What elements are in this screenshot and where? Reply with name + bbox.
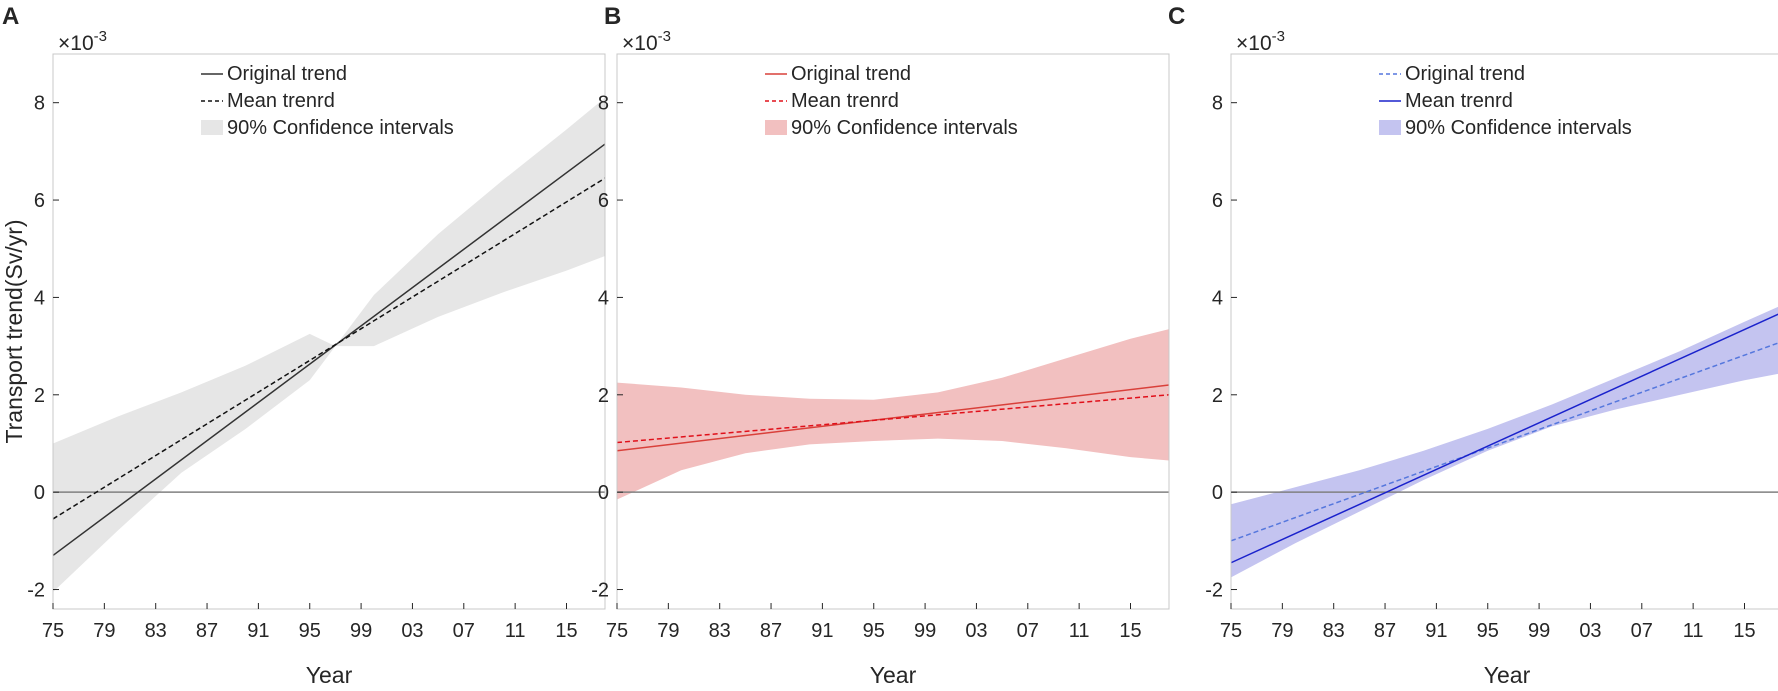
axis-exponent-power: -3 <box>94 28 107 45</box>
y-tick-label: 4 <box>34 287 45 309</box>
mean-trend-line <box>616 394 1170 444</box>
y-tick-label: 6 <box>1212 190 1223 212</box>
x-tick-label: 07 <box>453 620 475 642</box>
x-tick-label: 75 <box>42 620 64 642</box>
x-tick-label: 79 <box>657 620 679 642</box>
x-tick-label: 87 <box>760 620 782 642</box>
y-tick-label: 0 <box>1212 482 1223 504</box>
original-trend-line <box>1230 342 1778 542</box>
y-axis-label: Transport trend(Sv/yr) <box>1 219 27 443</box>
legend-ci-label: 90% Confidence intervals <box>1405 117 1632 139</box>
y-tick-label: 4 <box>598 287 609 309</box>
x-tick-label: 79 <box>1271 620 1293 642</box>
original-trend-line <box>616 384 1170 452</box>
confidence-band <box>1231 306 1778 578</box>
y-tick-label: 2 <box>1212 385 1223 407</box>
mean-trend-line <box>52 177 606 520</box>
x-tick-label: 03 <box>1579 620 1601 642</box>
x-tick-label: 91 <box>247 620 269 642</box>
original-trend-line <box>52 143 606 557</box>
confidence-band <box>53 97 605 593</box>
y-tick-label: 8 <box>1212 93 1223 115</box>
panel-c: C ×10-3 75 79 83 87 91 95 99 03 07 11 15 -2 0 2 4 6 8 Year O… <box>1168 3 1778 688</box>
x-tick-label: 95 <box>1477 620 1499 642</box>
x-tick-label: 75 <box>606 620 628 642</box>
x-tick-label: 87 <box>1374 620 1396 642</box>
x-tick-label: 15 <box>1733 620 1755 642</box>
x-tick-label: 75 <box>1220 620 1242 642</box>
y-tick-label: 0 <box>34 482 45 504</box>
axis-exponent: ×10-3 <box>622 28 671 55</box>
x-tick-label: 91 <box>811 620 833 642</box>
legend-ci-swatch <box>1379 120 1401 135</box>
y-tick-label: -2 <box>1205 580 1223 602</box>
x-tick-label: 07 <box>1017 620 1039 642</box>
x-tick-label: 95 <box>299 620 321 642</box>
x-axis-label: Year <box>870 662 917 688</box>
x-tick-label: 99 <box>1528 620 1550 642</box>
legend: Original trend Mean trenrd 90% Confidence … <box>765 63 1018 139</box>
axis-exponent-power: -3 <box>1272 28 1285 45</box>
axes-box <box>1230 53 1778 610</box>
legend-ci-label: 90% Confidence intervals <box>791 117 1018 139</box>
x-tick-label: 07 <box>1631 620 1653 642</box>
panel-a: A ×10-3 75 79 83 87 91 95 99 03 07 11 15 -2 0 2 4 6 8 Year T… <box>1 3 606 688</box>
y-tick-label: -2 <box>591 580 609 602</box>
y-tick-label: 6 <box>598 190 609 212</box>
legend-ci-swatch <box>201 120 223 135</box>
x-tick-label: 99 <box>914 620 936 642</box>
x-tick-label: 83 <box>145 620 167 642</box>
y-tick-label: 6 <box>34 190 45 212</box>
legend-original-label: Original trend <box>791 63 911 85</box>
panel-b: B×10-3 75 79 83 87 91 95 99 03 07 11 15 -2 0 2 4 6 8 Year O… <box>591 3 1170 688</box>
x-tick-label: 15 <box>1119 620 1141 642</box>
x-tick-label: 99 <box>350 620 372 642</box>
legend-original-label: Original trend <box>227 63 347 85</box>
legend-ci-swatch <box>765 120 787 135</box>
x-tick-label: 03 <box>401 620 423 642</box>
legend-mean-label: Mean trenrd <box>1405 90 1513 112</box>
x-tick-label: 03 <box>965 620 987 642</box>
confidence-band <box>617 329 1169 500</box>
panel-letter: C <box>1168 3 1185 30</box>
y-tick-label: 4 <box>1212 287 1223 309</box>
y-tick-label: 8 <box>34 93 45 115</box>
legend-mean-label: Mean trenrd <box>227 90 335 112</box>
x-tick-label: 83 <box>1323 620 1345 642</box>
x-tick-label: 15 <box>555 620 577 642</box>
y-tick-label: -2 <box>27 580 45 602</box>
x-tick-label: 11 <box>1683 620 1704 642</box>
legend: Original trend Mean trenrd 90% Confidence … <box>1379 63 1632 139</box>
y-tick-label: 2 <box>598 385 609 407</box>
x-tick-label: 79 <box>93 620 115 642</box>
legend-ci-label: 90% Confidence intervals <box>227 117 454 139</box>
axes-box <box>52 53 606 610</box>
x-tick-label: 11 <box>505 620 526 642</box>
axis-exponent: ×10-3 <box>1236 28 1285 55</box>
axis-exponent-power: -3 <box>658 28 671 45</box>
mean-trend-line <box>1230 313 1778 564</box>
y-tick-label: 0 <box>598 482 609 504</box>
x-tick-label: 95 <box>863 620 885 642</box>
y-tick-label: 8 <box>598 93 609 115</box>
x-tick-label: 83 <box>709 620 731 642</box>
x-axis-label: Year <box>1484 662 1531 688</box>
panel-letter: B <box>604 3 621 30</box>
legend: Original trend Mean trenrd 90% Confidence … <box>201 63 454 139</box>
x-tick-label: 11 <box>1069 620 1090 642</box>
x-tick-label: 91 <box>1425 620 1447 642</box>
axis-exponent: ×10-3 <box>58 28 107 55</box>
y-tick-label: 2 <box>34 385 45 407</box>
axes-box <box>616 53 1170 610</box>
x-axis-label: Year <box>306 662 353 688</box>
x-tick-label: 87 <box>196 620 218 642</box>
legend-original-label: Original trend <box>1405 63 1525 85</box>
panel-letter: A <box>2 3 19 30</box>
legend-mean-label: Mean trenrd <box>791 90 899 112</box>
